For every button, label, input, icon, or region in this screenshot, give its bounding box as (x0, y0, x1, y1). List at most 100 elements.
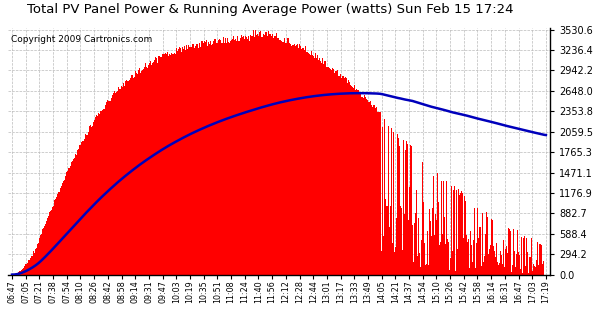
Bar (159, 55, 160, 275)
Bar (349, 82, 350, 275)
Bar (412, 225, 413, 275)
Bar (164, 54, 165, 275)
Bar (183, 49, 184, 275)
Bar (270, 34, 271, 275)
Bar (144, 67, 145, 275)
Bar (105, 104, 106, 275)
Bar (404, 215, 405, 275)
Bar (494, 251, 495, 275)
Bar (398, 138, 399, 275)
Bar (212, 42, 214, 275)
Bar (440, 242, 441, 275)
Bar (51, 210, 52, 275)
Bar (193, 44, 194, 275)
Bar (455, 189, 457, 275)
Bar (360, 93, 361, 275)
Bar (141, 72, 142, 275)
Bar (535, 267, 536, 275)
Bar (519, 255, 520, 275)
Bar (209, 44, 210, 275)
Bar (247, 39, 248, 275)
Bar (457, 249, 458, 275)
Bar (241, 35, 242, 275)
Bar (380, 112, 381, 275)
Bar (175, 54, 176, 275)
Bar (242, 38, 244, 275)
Bar (265, 32, 266, 275)
Bar (459, 195, 460, 275)
Bar (425, 265, 426, 275)
Bar (511, 272, 512, 275)
Bar (236, 40, 238, 275)
Bar (260, 35, 262, 275)
Bar (138, 70, 139, 275)
Bar (200, 41, 202, 275)
Bar (232, 38, 233, 275)
Bar (452, 251, 453, 275)
Bar (52, 207, 53, 275)
Bar (470, 231, 471, 275)
Bar (208, 42, 209, 275)
Bar (525, 266, 526, 275)
Bar (70, 166, 71, 275)
Bar (211, 45, 212, 275)
Bar (119, 90, 120, 275)
Bar (472, 262, 473, 275)
Bar (123, 83, 124, 275)
Bar (92, 126, 93, 275)
Bar (526, 238, 527, 275)
Bar (196, 44, 197, 275)
Bar (342, 76, 343, 275)
Bar (49, 212, 50, 275)
Bar (385, 200, 386, 275)
Bar (93, 122, 94, 275)
Bar (282, 42, 283, 275)
Bar (287, 38, 288, 275)
Bar (276, 33, 277, 275)
Bar (416, 190, 417, 275)
Bar (63, 181, 64, 275)
Bar (118, 87, 119, 275)
Bar (479, 210, 481, 275)
Bar (61, 186, 62, 275)
Bar (422, 162, 423, 275)
Bar (116, 92, 117, 275)
Bar (108, 101, 109, 275)
Bar (311, 51, 312, 275)
Bar (148, 65, 149, 275)
Bar (74, 158, 75, 275)
Bar (32, 256, 33, 275)
Bar (298, 48, 299, 275)
Bar (64, 179, 65, 275)
Bar (402, 250, 403, 275)
Bar (69, 168, 70, 275)
Bar (81, 142, 82, 275)
Bar (382, 127, 383, 275)
Bar (99, 114, 100, 275)
Bar (227, 38, 228, 275)
Bar (20, 271, 21, 275)
Bar (94, 120, 95, 275)
Bar (390, 206, 391, 275)
Bar (202, 41, 203, 275)
Bar (173, 54, 174, 275)
Bar (165, 53, 166, 275)
Bar (152, 63, 153, 275)
Bar (245, 36, 246, 275)
Bar (396, 218, 397, 275)
Bar (286, 43, 287, 275)
Bar (109, 101, 110, 275)
Bar (500, 251, 501, 275)
Bar (21, 270, 22, 275)
Bar (367, 100, 368, 275)
Bar (77, 150, 79, 275)
Bar (253, 30, 254, 275)
Bar (262, 37, 263, 275)
Bar (198, 48, 199, 275)
Bar (503, 263, 505, 275)
Bar (346, 78, 347, 275)
Bar (515, 247, 517, 275)
Bar (502, 264, 503, 275)
Bar (378, 112, 379, 275)
Bar (185, 50, 186, 275)
